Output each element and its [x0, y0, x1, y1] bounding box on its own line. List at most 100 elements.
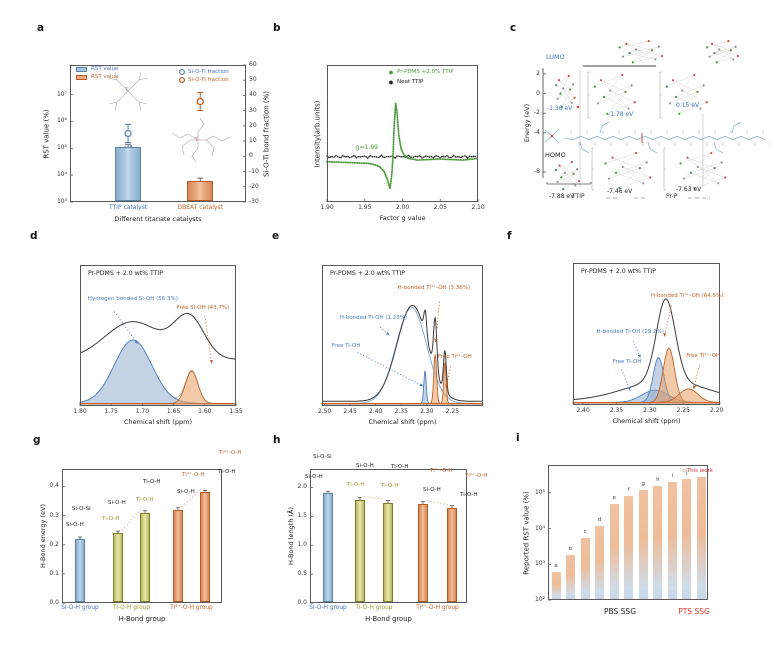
plot-frame	[70, 65, 246, 202]
tick-label: 1.90	[320, 204, 334, 211]
orbital-thumbnail-dot	[710, 42, 714, 45]
legend-label: RST value	[91, 74, 119, 80]
peak-annotation: Free Ti⁴⁺-OH	[686, 352, 721, 359]
tick-label: 50	[249, 76, 257, 84]
reference-letter: h	[656, 476, 660, 483]
tick-label: 2.30	[420, 408, 434, 415]
tick-label: 2.40	[576, 407, 590, 414]
reported-rst-bar	[566, 555, 576, 599]
orbital-thumbnail-dot	[633, 101, 636, 104]
polymer-chain-sketch	[564, 135, 766, 141]
orbital-thumbnail-dot	[702, 84, 705, 87]
orbital-thumbnail-dot	[576, 168, 579, 171]
axis-label-y: Energy (eV)	[522, 103, 531, 143]
reference-letter: a	[554, 563, 558, 570]
orbital-thumbnail-dot	[665, 85, 668, 88]
lumo-energy-value: 0.15 eV	[676, 102, 700, 109]
orbital-thumbnail-dot	[621, 55, 625, 58]
bond-pair-label: Ti-O-H	[143, 478, 161, 485]
orbital-thumbnail-dot	[618, 46, 621, 49]
bond-pair-label: Si-O-H	[356, 462, 374, 469]
free-si-oh-peak	[79, 370, 237, 405]
orbital-thumbnail-dot	[624, 90, 627, 93]
reported-rst-bar	[551, 572, 561, 599]
panel-letter: a	[37, 22, 45, 34]
free-ti-oh-peak	[321, 369, 484, 405]
category-label: TTIP catalyst	[108, 204, 148, 211]
bond-pair-label: Ti-O-H	[381, 482, 399, 489]
lumo-energy-value: -1.36 eV	[547, 105, 573, 112]
axis-label-x: Chemical shift (ppm)	[124, 418, 192, 426]
tick-label: 0.0	[49, 599, 59, 606]
reference-letter: j	[686, 470, 688, 477]
axis-label-left: RST value (%)	[42, 108, 51, 159]
reported-rst-bar	[624, 496, 634, 599]
reference-letter: i	[671, 473, 674, 480]
orbital-thumbnail-dot	[736, 54, 740, 58]
plot-frame	[573, 263, 720, 405]
homo-label: HOMO	[545, 151, 566, 159]
orbital-thumbnail-dot	[603, 95, 606, 99]
orbital-thumbnail-dot	[611, 156, 614, 159]
orbital-thumbnail-dot	[706, 46, 709, 49]
tick-label: 10³	[534, 560, 545, 568]
tick-label: 1.70	[135, 408, 150, 415]
orbital-thumbnail-dot	[635, 48, 638, 51]
fraction-marker	[196, 97, 204, 106]
orbital-thumbnail-dot	[720, 161, 723, 164]
panel-letter: b	[273, 22, 281, 34]
orbital-thumbnail-dot	[696, 90, 699, 93]
bond-pair-label: Ti-O-H	[391, 463, 409, 470]
orbital-thumbnail-dot	[628, 52, 631, 55]
tick-label: -30	[249, 198, 259, 205]
homo-energy-value: -7.63 eV	[676, 186, 702, 193]
peak-annotation: H-bonded Ti-OH (1.23%)	[339, 314, 408, 321]
nmr-envelope-curve	[322, 304, 483, 402]
tick-label: -20	[249, 182, 259, 190]
tick-label: 1.80	[73, 408, 87, 415]
axis-label-x: Chemical shift (ppm)	[368, 418, 437, 426]
legend-swatch	[76, 67, 87, 72]
bond-pair-label: Si-O-H	[66, 521, 84, 528]
tick-label: 2.50	[317, 408, 332, 415]
category-label: DBEAT catalyst	[177, 204, 223, 211]
orbital-thumbnail-dot	[657, 45, 660, 48]
panel-letter: i	[516, 432, 520, 444]
reported-rst-bar	[638, 490, 648, 599]
orbital-thumbnail-dot	[570, 160, 573, 164]
tick-label: 1.55	[229, 408, 243, 415]
orbital-thumbnail-dot	[554, 169, 558, 172]
tick-label: 0.1	[49, 569, 59, 577]
ttip-structure-sketch	[108, 71, 148, 111]
orbital-thumbnail-dot	[557, 79, 561, 82]
tick-label: 2.10	[471, 204, 485, 211]
legend-label: RST value	[91, 66, 119, 72]
bond-pair-label: Ti-O-H	[347, 481, 365, 488]
hbond-bar	[75, 538, 85, 602]
reference-letter: b	[568, 546, 573, 553]
free-ti4-oh-peak	[321, 361, 484, 405]
tick-label: 60	[249, 61, 257, 68]
orbital-thumbnail-dot	[651, 49, 654, 52]
plot-frame	[548, 465, 708, 600]
panel-letter: d	[30, 230, 38, 242]
peak-annotation: Hydrogen bonded Si-OH (56.3%)	[87, 296, 178, 303]
orbital-thumbnail-dot	[569, 88, 572, 91]
epr-curve	[326, 103, 479, 189]
bond-pair-label: Si-O-Si	[313, 454, 332, 461]
ti-atom-label: Ti	[195, 136, 199, 142]
neat-ttip-curve	[326, 154, 478, 160]
orbital-thumbnail-dot	[660, 54, 664, 58]
orbital-thumbnail-dot	[570, 101, 573, 104]
orbital-thumbnail-dot	[715, 61, 718, 64]
hydrogen-bonded-si-oh-peak	[79, 339, 237, 405]
